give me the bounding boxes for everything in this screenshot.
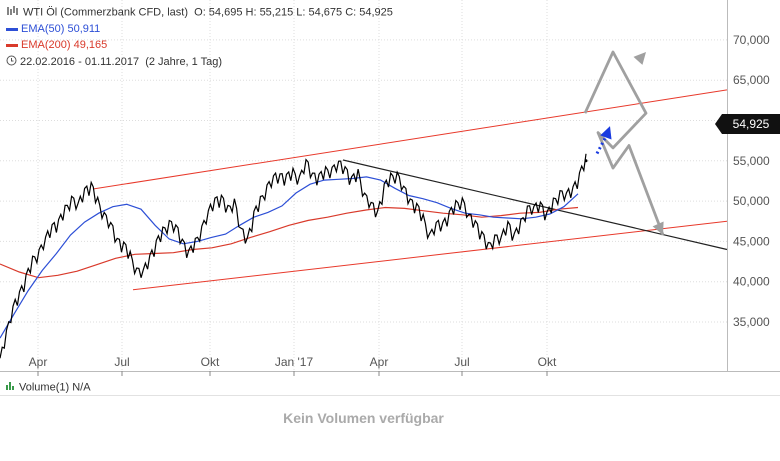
- line-layer: [0, 50, 728, 359]
- y-tick-label: 35,000: [733, 315, 770, 329]
- legend-ema50: EMA(50) 50,911: [6, 23, 100, 35]
- y-tick-label: 40,000: [733, 275, 770, 289]
- ema50-label: EMA(50): [21, 23, 65, 35]
- legend-range: 22.02.2016 - 01.11.2017 (2 Jahre, 1 Tag): [6, 55, 222, 69]
- ohlc-values: O: 54,695 H: 55,215 L: 54,675 C: 54,925: [194, 6, 393, 19]
- instrument-name: WTI Öl (Commerzbank CFD, last): [23, 6, 189, 19]
- ema200-value: 49,165: [73, 39, 108, 51]
- x-tick-label: Apr: [370, 355, 389, 369]
- x-tick-label: Jul: [454, 355, 469, 369]
- no-volume-message: Kein Volumen verfügbar: [283, 410, 444, 426]
- x-tick-label: Jul: [114, 355, 129, 369]
- y-tick-label: 45,000: [733, 234, 770, 248]
- last-price-tag: 54,925: [715, 114, 780, 134]
- x-tick-label: Okt: [201, 355, 220, 369]
- y-tick-label: 50,000: [733, 194, 770, 208]
- x-tick-label: Jan '17: [275, 355, 314, 369]
- x-tick-label: Apr: [29, 355, 48, 369]
- forecast-dotted-up: [595, 131, 610, 155]
- volume-legend: Volume(1) N/A: [6, 381, 91, 394]
- forecast-dotted-arrowhead: [600, 126, 612, 140]
- last-price-marker: [584, 159, 588, 163]
- forecast-down-arrowhead: [652, 221, 664, 235]
- ema50-line-icon: [6, 23, 18, 35]
- ema200-label: EMA(200): [21, 39, 71, 51]
- trend-channel-lower: [132, 220, 728, 291]
- y-tick-label: 65,000: [733, 73, 770, 87]
- volume-bars-icon: [6, 381, 16, 394]
- forecast-up-arrowhead: [633, 51, 646, 65]
- legend-ema200: EMA(200) 49,165: [6, 39, 107, 51]
- clock-icon: [6, 55, 17, 69]
- grid-layer: [0, 0, 727, 371]
- ema50-value: 50,911: [67, 23, 101, 35]
- ema200-line-icon: [6, 39, 18, 51]
- y-tick-label: 55,000: [733, 154, 770, 168]
- legend-instrument: WTI Öl (Commerzbank CFD, last) O: 54,695…: [6, 6, 393, 19]
- x-tick-label: Okt: [538, 355, 557, 369]
- volume-value: N/A: [72, 381, 91, 394]
- date-range: 22.02.2016 - 01.11.2017: [20, 55, 140, 68]
- price-line: [0, 153, 587, 359]
- ema200-line: [0, 206, 579, 279]
- forecast-zigzag: [583, 50, 665, 236]
- ema50-line: [0, 176, 579, 339]
- y-tick-label: 70,000: [733, 33, 770, 47]
- trend-channel-upper: [92, 89, 728, 190]
- date-range-detail: (2 Jahre, 1 Tag): [145, 55, 223, 68]
- candlestick-icon: [6, 6, 20, 19]
- volume-label: Volume(1): [19, 381, 70, 394]
